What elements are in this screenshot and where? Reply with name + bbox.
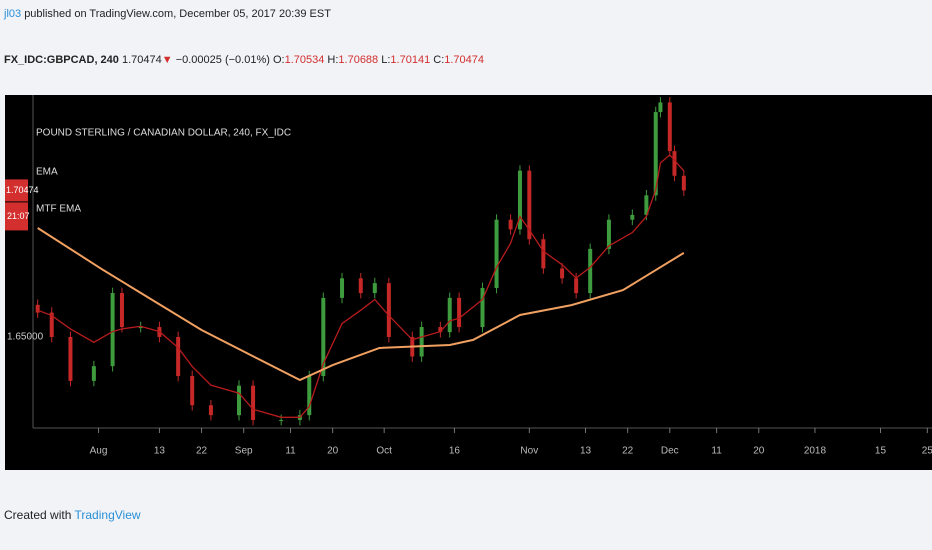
- y-tick-label: 1.65000: [7, 332, 44, 343]
- x-tick-label: 22: [622, 446, 634, 457]
- created: Created with: [4, 508, 72, 522]
- author[interactable]: jl03: [4, 8, 22, 20]
- candle-body: [91, 366, 96, 381]
- publish-line: jl03 published on TradingView.com, Decem…: [4, 8, 331, 20]
- x-tick-label: Dec: [661, 446, 679, 457]
- candle-body: [110, 293, 115, 367]
- candle-body: [457, 297, 462, 328]
- qv: 1.70534: [284, 54, 325, 66]
- candle-body: [35, 304, 40, 313]
- qv: 1.70141: [390, 54, 431, 66]
- chart-background: [5, 95, 932, 470]
- candle-body: [237, 385, 242, 416]
- indicator-line: [37, 227, 685, 382]
- brand[interactable]: TradingView: [74, 508, 141, 522]
- candle-body: [447, 297, 452, 333]
- quote-h: H:1.70688: [327, 54, 378, 66]
- countdown-label: 21:07: [7, 211, 30, 221]
- candle-body: [190, 376, 195, 406]
- candle-body: [630, 214, 635, 220]
- x-tick-label: 15: [875, 446, 887, 457]
- candle-body: [372, 283, 377, 294]
- countdown-box: [5, 202, 28, 231]
- candle-body: [527, 170, 532, 240]
- price-marker-label: 1.70474: [6, 185, 39, 195]
- qv: 1.70688: [338, 54, 379, 66]
- legend-entry: MTF EMA: [36, 204, 81, 215]
- candle-body: [653, 112, 658, 196]
- x-tick-label: 22: [196, 446, 208, 457]
- candle-body: [49, 312, 54, 337]
- x-tick-label: Sep: [235, 446, 253, 457]
- x-tick-label: 2018: [804, 446, 827, 457]
- quote-l: L:1.70141: [381, 54, 430, 66]
- quote-o: O:1.70534: [273, 54, 324, 66]
- candle-body: [340, 278, 345, 298]
- candle-body: [119, 293, 124, 328]
- candle-body: [644, 195, 649, 215]
- candle-body: [588, 248, 593, 294]
- price-marker-box: [5, 179, 28, 202]
- candle-body: [672, 151, 677, 176]
- candle-body: [419, 327, 424, 357]
- candle-body: [307, 376, 312, 416]
- ql: O:: [272, 54, 285, 66]
- x-tick-label: 11: [285, 446, 296, 457]
- last: 1.70474: [121, 54, 162, 66]
- symbol: FX_IDC:GBPCAD, 240: [4, 54, 119, 66]
- legend-entry: EMA: [36, 167, 58, 178]
- ql: C:: [433, 54, 445, 66]
- candle-body: [438, 327, 443, 333]
- quote-line: FX_IDC:GBPCAD, 240 1.70474▼ −0.00025 (−0…: [4, 54, 484, 66]
- x-tick-label: 13: [580, 446, 592, 457]
- candle-body: [480, 287, 485, 328]
- indicator-line: [37, 153, 685, 418]
- qv: 1.70474: [444, 54, 485, 66]
- published: published on TradingView.com, December 0…: [24, 8, 331, 20]
- candle-body: [508, 219, 513, 230]
- x-tick-label: Nov: [520, 446, 538, 457]
- candle-body: [321, 297, 326, 377]
- quote-c: C:1.70474: [433, 54, 484, 66]
- x-tick-label: Aug: [90, 446, 108, 457]
- footer: Created with TradingView: [4, 508, 141, 522]
- ql: H:: [327, 54, 339, 66]
- x-tick-label: 16: [449, 446, 461, 457]
- candle-body: [138, 327, 143, 329]
- candle-body: [494, 219, 499, 288]
- candle-body: [658, 102, 663, 113]
- candle-body: [667, 102, 672, 152]
- ql: L:: [381, 54, 391, 66]
- candle-body: [574, 278, 579, 294]
- candle-body: [279, 419, 284, 421]
- candle-body: [517, 170, 522, 230]
- candle-body: [208, 405, 213, 416]
- candle-body: [251, 385, 256, 420]
- x-tick-label: 25: [922, 446, 932, 457]
- x-tick-label: 20: [753, 446, 765, 457]
- x-tick-label: Oct: [376, 446, 392, 457]
- x-tick-label: 13: [154, 446, 166, 457]
- x-tick-label: 20: [327, 446, 339, 457]
- candle-body: [681, 175, 686, 191]
- x-tick-label: 11: [711, 446, 722, 457]
- change: −0.00025 (−0.01%): [175, 54, 270, 66]
- candle-body: [386, 283, 391, 337]
- candle-body: [358, 278, 363, 294]
- candle-body: [560, 268, 565, 279]
- candle-body: [68, 336, 73, 381]
- arrow: ▼: [161, 54, 173, 66]
- chart-title: POUND STERLING / CANADIAN DOLLAR, 240, F…: [36, 128, 291, 139]
- candle-body: [176, 336, 181, 377]
- candle-body: [606, 219, 611, 249]
- candle-body: [541, 239, 546, 269]
